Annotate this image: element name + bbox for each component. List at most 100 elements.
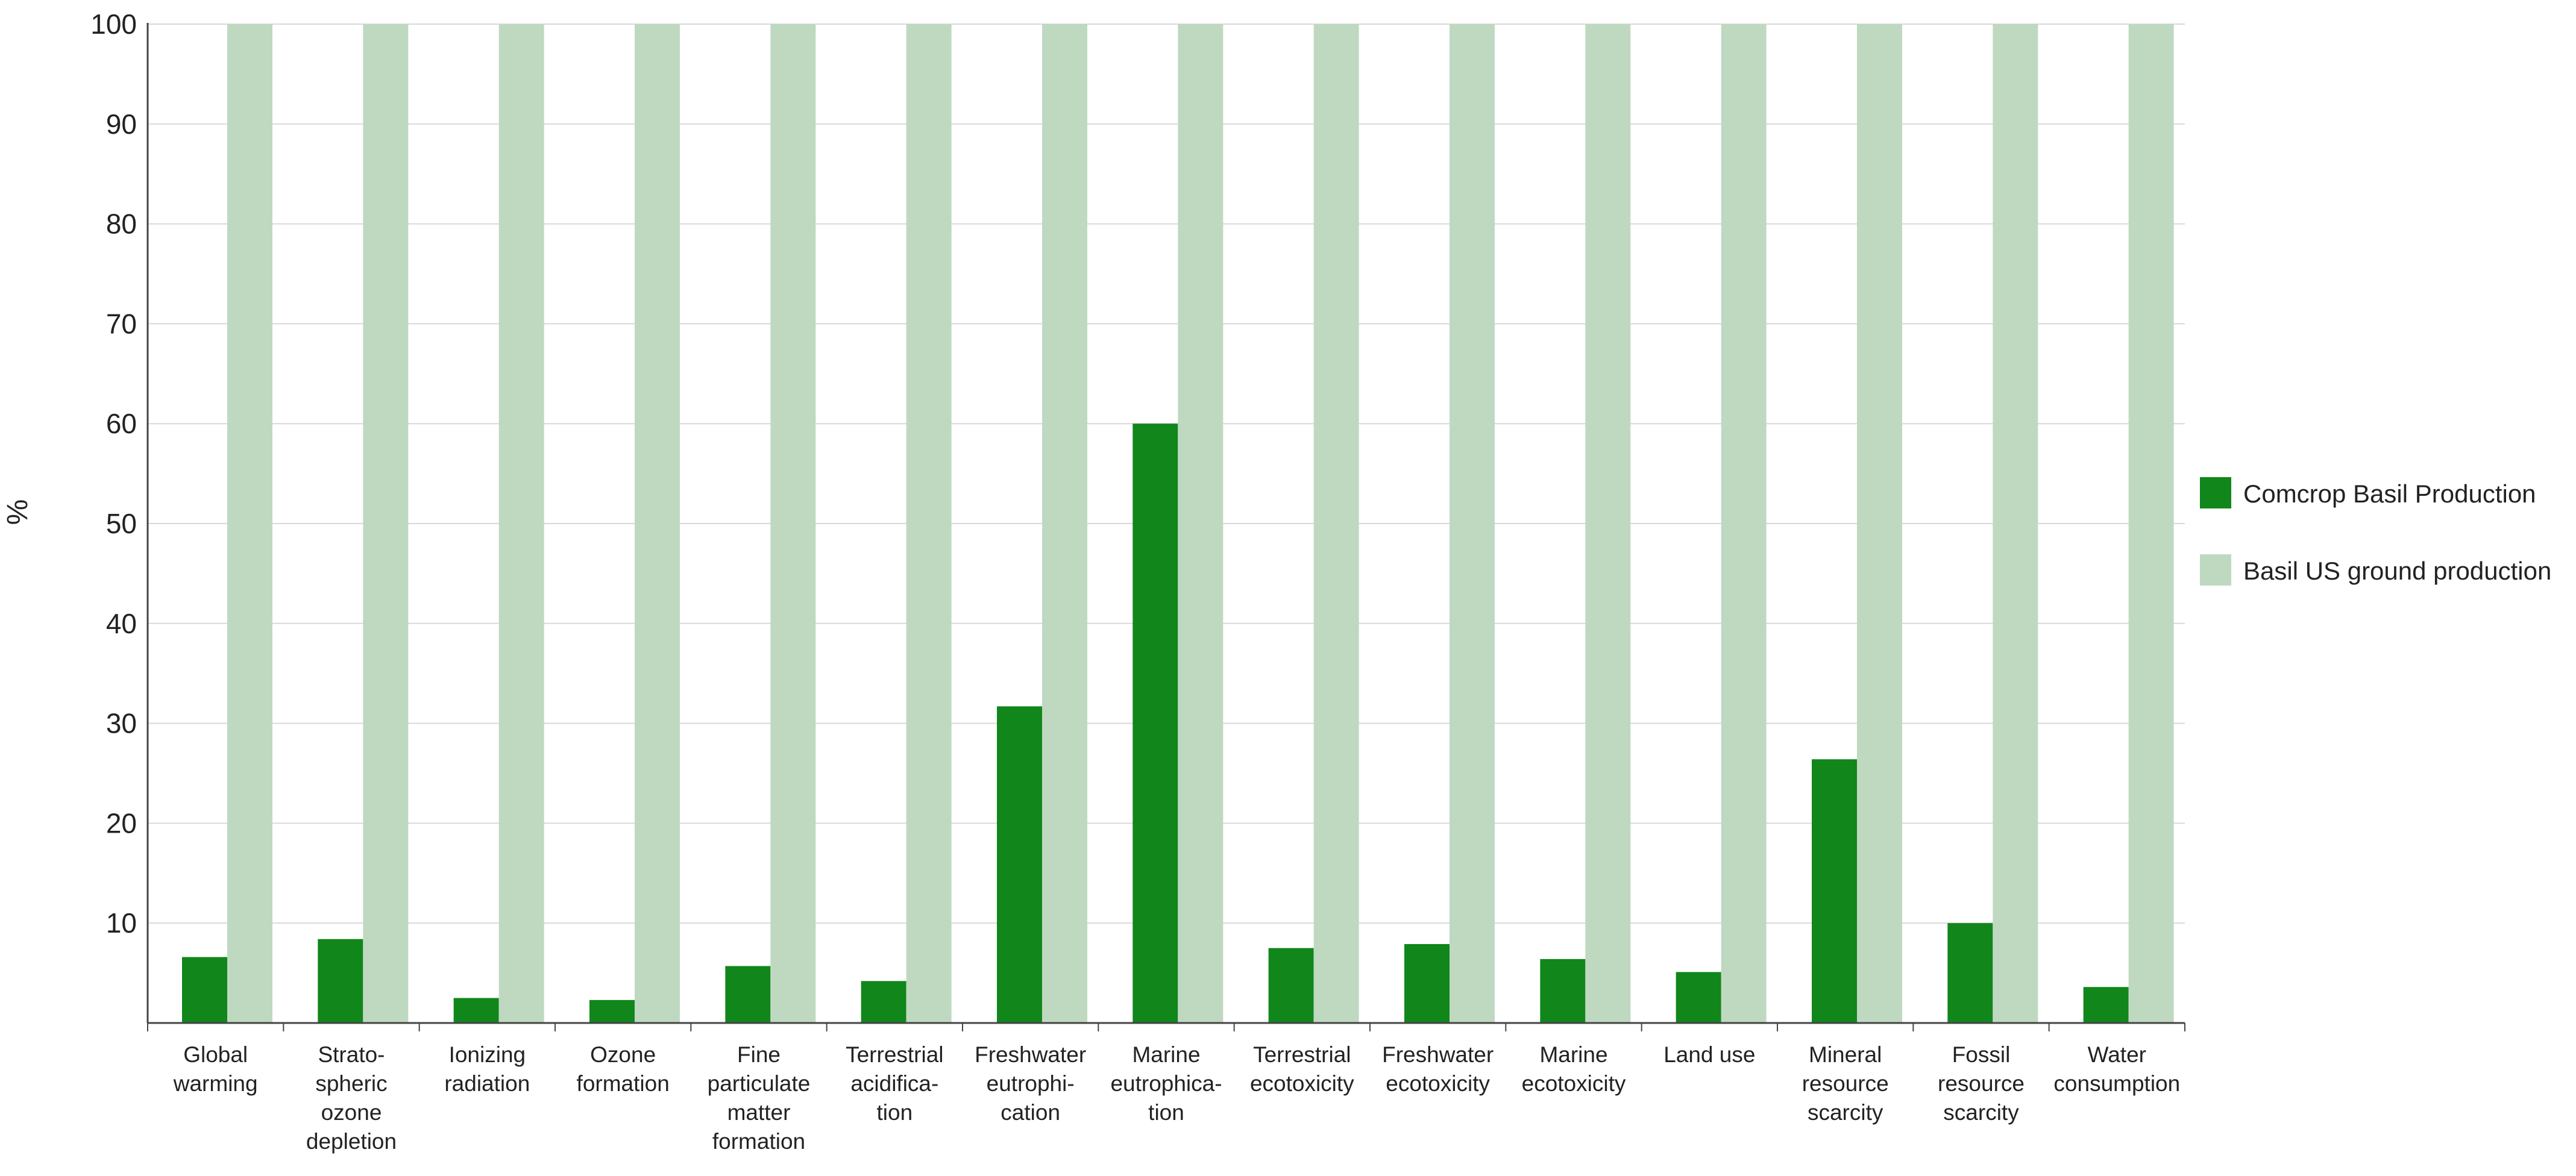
- x-category-label: Mineral resource scarcity: [1802, 1042, 1889, 1125]
- x-category-label-line: Strato-: [318, 1042, 385, 1067]
- x-category-label: Strato-spheric ozone depletion: [306, 1042, 397, 1154]
- x-category-label-line: Mineral: [1809, 1042, 1882, 1067]
- bar-comcrop: [1676, 972, 1721, 1023]
- bar-us-ground: [1313, 24, 1359, 1023]
- x-category-label-line: Marine: [1132, 1042, 1200, 1067]
- bar-us-ground: [906, 24, 952, 1023]
- bar-us-ground: [1450, 24, 1495, 1023]
- y-tick-label: 40: [106, 608, 137, 639]
- y-axis-label: %: [2, 499, 34, 525]
- legend: Comcrop Basil Production Basil US ground …: [2200, 477, 2551, 586]
- x-category-label-line: ecotoxicity: [1386, 1071, 1490, 1096]
- y-tick-label: 30: [106, 708, 137, 739]
- x-category-label-line: formation: [577, 1071, 670, 1096]
- x-category-label: Water consumption: [2053, 1042, 2180, 1096]
- bar-comcrop: [2083, 987, 2129, 1023]
- bar-us-ground: [1178, 24, 1224, 1023]
- x-category-label-line: particulate: [708, 1071, 811, 1096]
- x-category-label-line: formation: [712, 1129, 805, 1154]
- x-category-label: Global warming: [173, 1042, 258, 1096]
- x-category-label-line: eutrophi-: [987, 1071, 1075, 1096]
- bar-comcrop: [1268, 948, 1314, 1023]
- y-tick-label: 60: [106, 408, 137, 439]
- bars: [182, 24, 2174, 1023]
- bar-us-ground: [635, 24, 680, 1023]
- y-tick-label: 10: [106, 907, 137, 939]
- x-category-label-line: resource: [1938, 1071, 2025, 1096]
- y-tick-label: 50: [106, 508, 137, 539]
- x-category-label-line: tion: [1148, 1100, 1184, 1125]
- bar-comcrop: [1132, 424, 1178, 1023]
- x-category-label: Fine particulate matter formation: [708, 1042, 811, 1154]
- x-category-label-line: Fine: [737, 1042, 781, 1067]
- bar-comcrop: [1812, 759, 1857, 1023]
- x-category-label: Marine ecotoxicity: [1522, 1042, 1626, 1096]
- bar-us-ground: [498, 24, 544, 1023]
- x-category-label-line: resource: [1802, 1071, 1889, 1096]
- x-category-label-line: consumption: [2053, 1071, 2180, 1096]
- x-category-label: Ozone formation: [577, 1042, 670, 1096]
- bar-comcrop: [589, 999, 635, 1023]
- x-category-label-line: matter: [727, 1100, 791, 1125]
- x-category-label-line: Fossil: [1952, 1042, 2011, 1067]
- x-category-label-line: Water: [2088, 1042, 2146, 1067]
- bar-comcrop: [318, 939, 363, 1023]
- bar-us-ground: [227, 24, 272, 1023]
- x-category-label-line: Marine: [1539, 1042, 1607, 1067]
- x-category-label-line: scarcity: [1808, 1100, 1883, 1125]
- x-category-label-line: eutrophica-: [1110, 1071, 1222, 1096]
- x-category-label-line: Ozone: [590, 1042, 656, 1067]
- bar-comcrop: [1947, 923, 1993, 1023]
- y-tick-label: 80: [106, 208, 137, 240]
- y-tick-label: 90: [106, 108, 137, 140]
- y-tick-label: 20: [106, 807, 137, 839]
- x-category-label: Terrestrial acidifica-tion: [846, 1042, 943, 1125]
- x-category-label: Fossil resource scarcity: [1938, 1042, 2025, 1125]
- x-category-label-line: Terrestrial: [846, 1042, 943, 1067]
- x-category-label-line: acidifica-: [850, 1071, 938, 1096]
- axes: [146, 23, 2185, 1031]
- bar-us-ground: [363, 24, 409, 1023]
- bar-us-ground: [770, 24, 816, 1023]
- bar-comcrop: [182, 957, 227, 1023]
- x-category-label-line: warming: [173, 1071, 258, 1096]
- x-category-label-line: depletion: [306, 1129, 397, 1154]
- legend-swatch: [2200, 554, 2231, 586]
- y-tick-label: 70: [106, 308, 137, 339]
- y-tick-labels: 10 20 30 40 50 60 70 80 90 100: [90, 8, 137, 939]
- legend-label: Basil US ground production: [2243, 557, 2551, 585]
- bar-comcrop: [1540, 959, 1586, 1023]
- legend-label: Comcrop Basil Production: [2243, 480, 2536, 508]
- x-category-label: Terrestrial ecotoxicity: [1250, 1042, 1354, 1096]
- bar-comcrop: [453, 998, 499, 1023]
- x-category-label-line: scarcity: [1943, 1100, 2019, 1125]
- bar-us-ground: [1857, 24, 1902, 1023]
- bar-us-ground: [2128, 24, 2174, 1023]
- x-category-label-line: Freshwater: [1382, 1042, 1494, 1067]
- bar-comcrop: [725, 966, 771, 1023]
- x-category-label: Ionizing radiation: [444, 1042, 530, 1096]
- x-category-label-line: Freshwater: [975, 1042, 1086, 1067]
- legend-swatch: [2200, 477, 2231, 508]
- bar-us-ground: [1721, 24, 1767, 1023]
- y-tick-label: 100: [90, 8, 137, 40]
- x-category-label-line: Ionizing: [449, 1042, 526, 1067]
- bar-us-ground: [1042, 24, 1087, 1023]
- bar-comcrop: [861, 981, 906, 1023]
- x-category-label-line: ecotoxicity: [1250, 1071, 1354, 1096]
- bar-comcrop: [997, 706, 1042, 1023]
- x-category-label: Land use: [1663, 1042, 1755, 1067]
- x-category-label-line: Terrestrial: [1253, 1042, 1351, 1067]
- x-category-label: Marine eutrophica-tion: [1110, 1042, 1222, 1125]
- x-category-label-line: Global: [183, 1042, 248, 1067]
- x-category-label-line: cation: [1001, 1100, 1060, 1125]
- x-category-label-line: ozone: [321, 1100, 382, 1125]
- x-category-label-line: tion: [877, 1100, 913, 1125]
- x-category-labels: Global warming Strato-spheric ozone depletio…: [173, 1042, 2180, 1154]
- x-category-label-line: Land use: [1663, 1042, 1755, 1067]
- x-category-label-line: radiation: [444, 1071, 530, 1096]
- bar-comcrop: [1404, 944, 1450, 1023]
- x-category-label-line: ecotoxicity: [1522, 1071, 1626, 1096]
